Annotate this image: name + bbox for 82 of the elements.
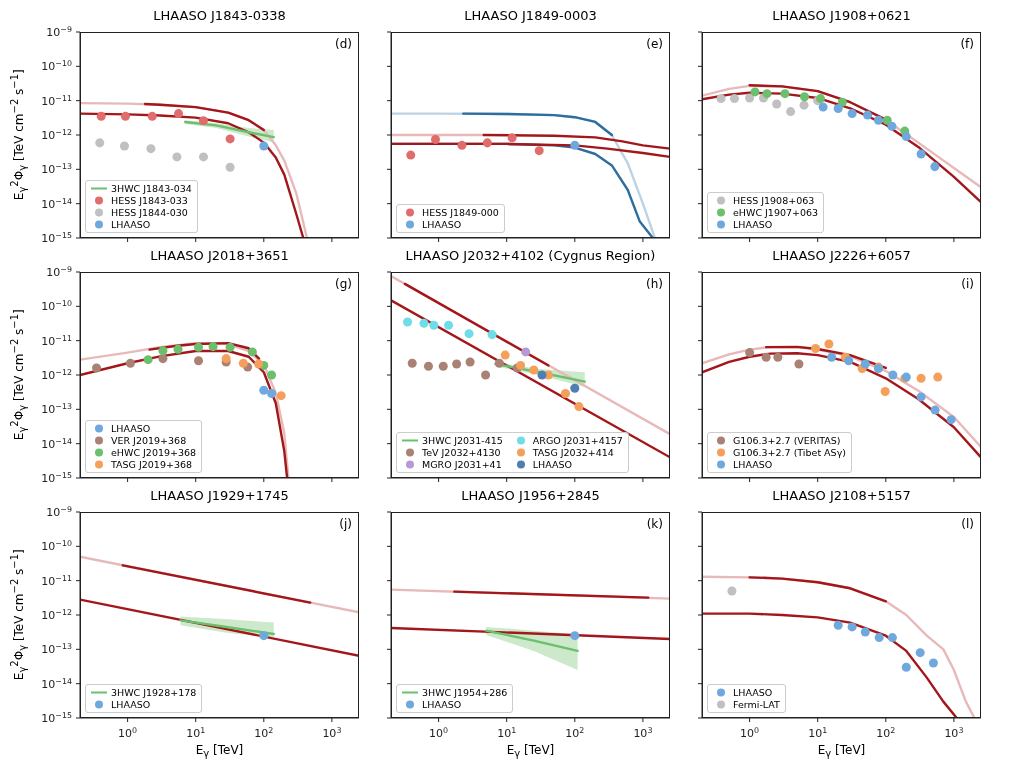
chart-title: LHAASO J1908+0621 [771,8,912,24]
x-tick-label: 10$^{2}$ [565,725,585,740]
y-tick-label: 10$^{−9}$ [46,264,72,279]
chart-title: LHAASO J2018+3651 [149,248,290,264]
chart-title: LHAASO J1929+1745 [149,488,290,504]
chart-title: LHAASO J2108+5157 [771,488,912,504]
y-tick-label: 10$^{−12}$ [41,367,72,382]
legend-label: ARGO J2031+4157 [532,435,623,446]
legend-label: LHAASO [111,423,151,434]
y-tick-label: 10$^{−13}$ [41,401,72,417]
y-tick-label: 10$^{−13}$ [41,641,72,657]
x-axis-title: E$_{γ}$ [TeV] [816,742,867,762]
legend-label: HESS J1908+063 [733,195,815,206]
y-tick-label: 10$^{−10}$ [41,298,72,314]
x-tick-label: 10$^{1}$ [186,725,206,740]
y-tick-label: 10$^{−11}$ [41,333,72,348]
legend-label: LHAASO [111,699,151,710]
legend-label: eHWC J1907+063 [733,207,819,218]
annotation: (d) [335,37,352,51]
y-tick-label: 10$^{−12}$ [41,127,72,142]
annotation: (e) [646,37,663,51]
x-tick-label: 10$^{0}$ [740,725,760,740]
legend-label: 3HWC J1954+286 [422,687,508,698]
chart-title: LHAASO J2226+6057 [771,248,912,264]
x-tick-label: 10$^{3}$ [322,725,342,740]
y-tick-label: 10$^{−15}$ [41,470,72,485]
legend-label: eHWC J2019+368 [111,447,197,458]
legend-label: 3HWC J2031-415 [422,435,503,446]
y-tick-label: 10$^{−10}$ [41,538,72,554]
legend-label: Fermi-LAT [733,699,780,710]
legend-label: TASG J2019+368 [111,459,193,470]
y-tick-label: 10$^{−15}$ [41,710,72,725]
annotation: (j) [339,517,352,531]
legend-label: LHAASO [733,219,773,230]
legend-label: LHAASO [111,219,151,230]
y-tick-label: 10$^{−14}$ [41,436,72,451]
y-tick-label: 10$^{−14}$ [41,196,72,211]
annotation: (h) [646,277,663,291]
y-tick-label: 10$^{−11}$ [41,573,72,588]
legend-label: 3HWC J1843-034 [111,183,192,194]
x-tick-label: 10$^{1}$ [497,725,517,740]
y-tick-label: 10$^{−15}$ [41,230,72,245]
x-axis-title: E$_{γ}$ [TeV] [505,742,556,762]
chart-title: LHAASO J2032+4102 (Cygnus Region) [404,248,657,264]
chart-title: LHAASO J1843-0338 [152,8,287,24]
legend-label: HESS J1844-030 [111,207,188,218]
x-tick-label: 10$^{3}$ [944,725,964,740]
x-tick-label: 10$^{0}$ [429,725,449,740]
chart-title: LHAASO J1849-0003 [463,8,598,24]
x-axis-title: E$_{γ}$ [TeV] [194,742,245,762]
y-tick-label: 10$^{−14}$ [41,676,72,691]
legend-label: LHAASO [422,219,462,230]
x-tick-label: 10$^{1}$ [808,725,828,740]
legend-label: TASG J2032+414 [532,447,614,458]
legend-label: G106.3+2.7 (Tibet ASγ) [733,447,846,458]
legend-label: VER J2019+368 [111,435,187,446]
annotation: (g) [335,277,352,291]
legend-label: LHAASO [733,687,773,698]
y-tick-label: 10$^{−9}$ [46,24,72,39]
legend-label: LHAASO [532,459,572,470]
legend-label: 3HWC J1928+178 [111,687,197,698]
x-tick-label: 10$^{2}$ [254,725,274,740]
legend-label: LHAASO [733,459,773,470]
legend-label: G106.3+2.7 (VERITAS) [733,435,841,446]
y-tick-label: 10$^{−9}$ [46,504,72,519]
annotation: (l) [961,517,974,531]
legend-label: HESS J1843-033 [111,195,188,206]
x-tick-label: 10$^{0}$ [118,725,138,740]
legend-label: LHAASO [422,699,462,710]
x-tick-label: 10$^{2}$ [876,725,896,740]
annotation: (i) [961,277,974,291]
legend-label: MGRO J2031+41 [422,459,502,470]
annotation: (k) [646,517,663,531]
x-tick-label: 10$^{3}$ [633,725,653,740]
y-tick-label: 10$^{−11}$ [41,93,72,108]
y-tick-label: 10$^{−12}$ [41,607,72,622]
chart-title: LHAASO J1956+2845 [460,488,601,504]
y-tick-label: 10$^{−10}$ [41,58,72,74]
legend-label: HESS J1849-000 [422,207,499,218]
annotation: (f) [960,37,974,51]
legend-label: TeV J2032+4130 [422,447,501,458]
y-tick-label: 10$^{−13}$ [41,161,72,177]
